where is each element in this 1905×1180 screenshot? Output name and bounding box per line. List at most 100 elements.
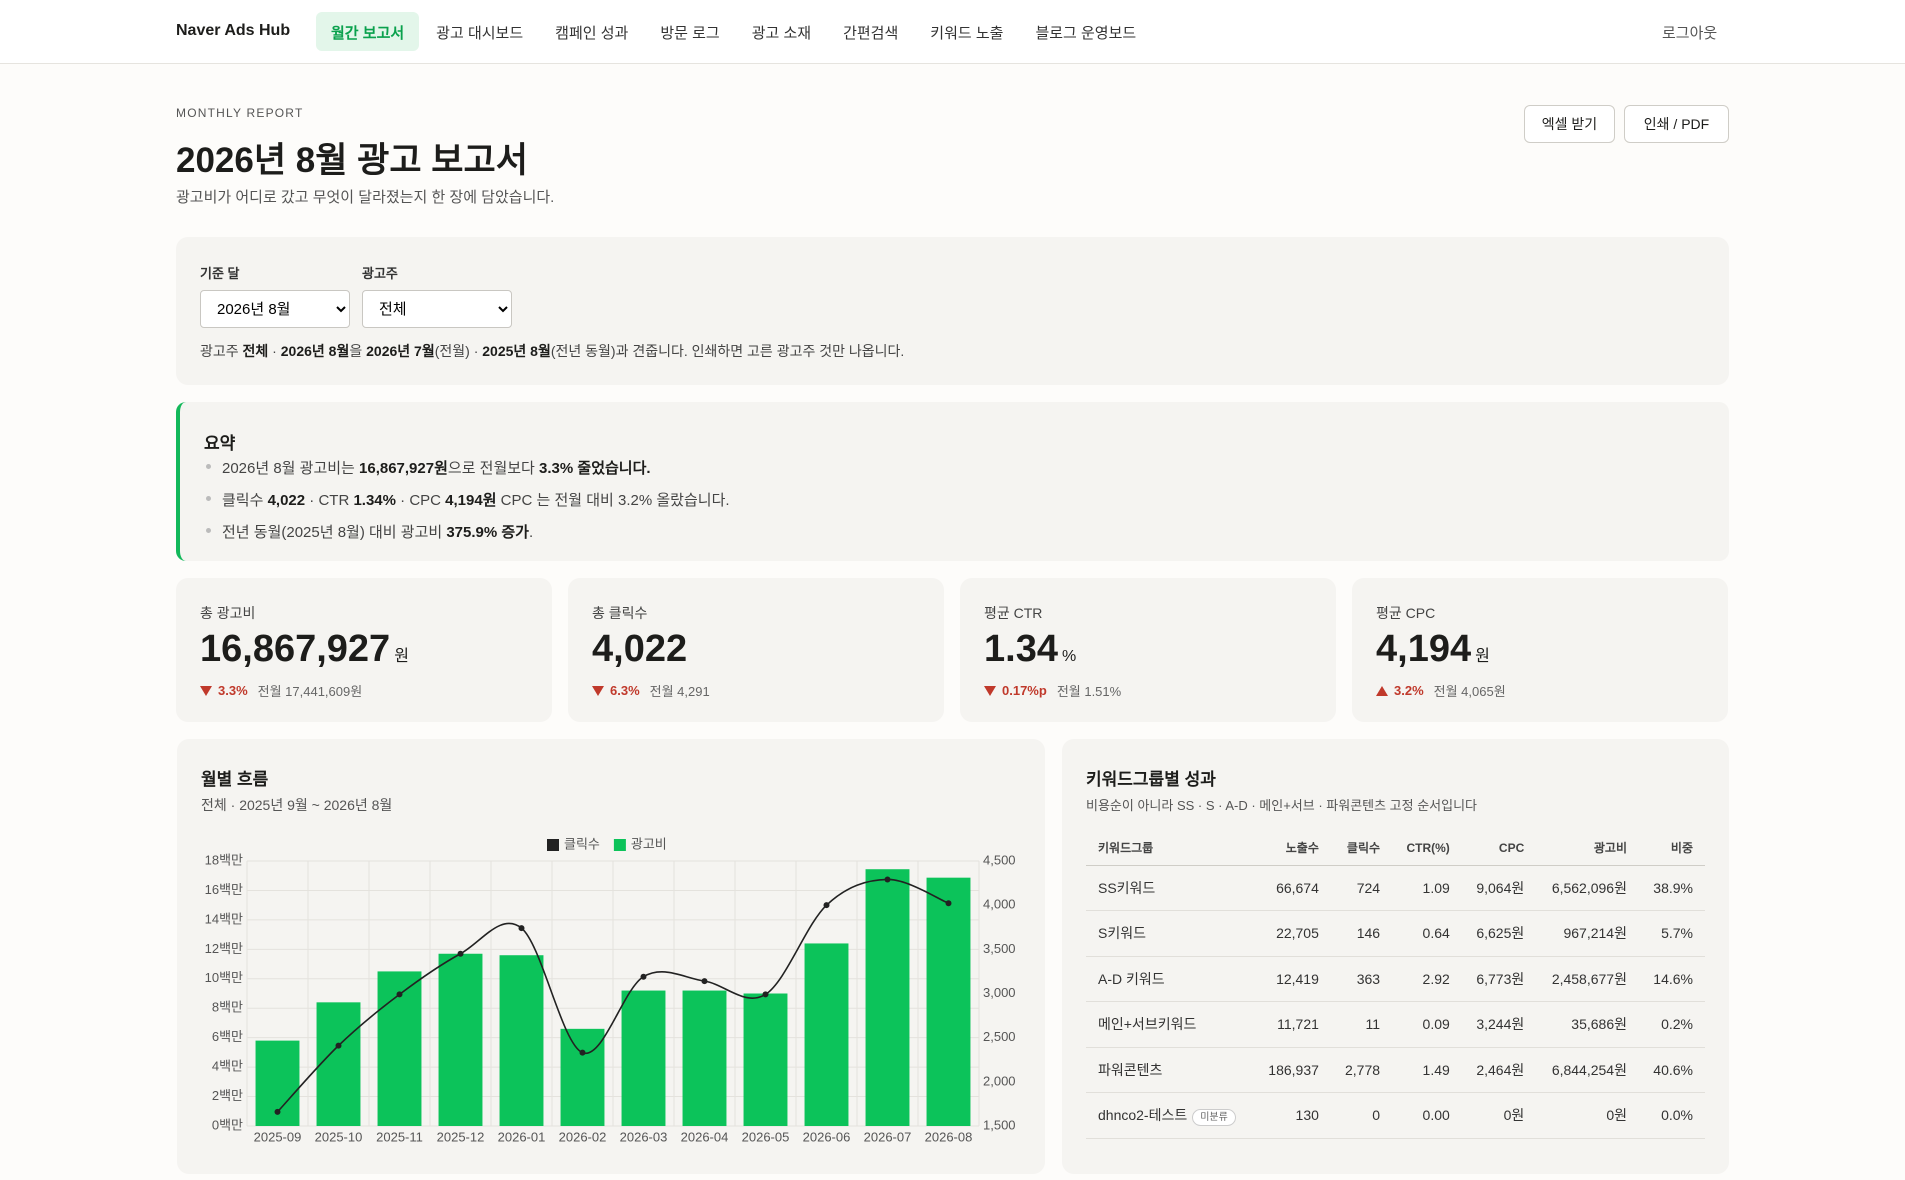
point <box>823 902 830 909</box>
table-cell: 146 <box>1330 910 1393 957</box>
summary-panel: 요약 2026년 8월 광고비는 16,867,927원으로 전월보다 3.3%… <box>176 402 1729 561</box>
nav-item[interactable]: 키워드 노출 <box>930 25 1004 42</box>
nav-item[interactable]: 방문 로그 <box>660 25 720 42</box>
table-subtitle: 비용순이 아니라 SS · S · A-D · 메인+서브 · 파워콘텐츠 고정… <box>1086 798 1478 813</box>
text-part: 375.9% 증가 <box>446 524 529 541</box>
y2-tick-label: 2,000 <box>983 1073 1016 1088</box>
legend-label: 광고비 <box>631 836 667 851</box>
table-cell: 12,419 <box>1253 956 1331 1002</box>
point <box>579 1049 586 1056</box>
y2-tick-label: 1,500 <box>983 1117 1016 1132</box>
kpi-delta: 3.2% <box>1394 683 1424 698</box>
table-cell: 0.64 <box>1392 910 1462 957</box>
brand[interactable]: Naver Ads Hub <box>176 22 291 39</box>
table-row: A-D 키워드 12,419 363 2.92 6,773원 2,458,677원 14.6… <box>1086 956 1705 1002</box>
y-tick-label: 4백만 <box>212 1059 243 1074</box>
logout[interactable]: 로그아웃 <box>1662 25 1718 42</box>
cell-text: 130 <box>1295 1107 1319 1124</box>
summary-item: 전년 동월(2025년 8월) 대비 광고비 375.9% 증가. <box>204 521 730 542</box>
bar <box>682 990 727 1126</box>
cell-text: 11 <box>1365 1016 1381 1033</box>
kpi-prev: 전월 17,441,609원 <box>257 684 363 699</box>
kpi-card: 총 클릭수 4,022 6.3% 전월 4,291 <box>568 578 944 722</box>
text-part: 광고주 <box>200 343 243 359</box>
column-header: CTR(%) <box>1392 831 1462 866</box>
kpi-number: 1.34 <box>984 628 1058 670</box>
cell-text: 6,562,096원 <box>1551 879 1627 896</box>
cell-text: 12,419 <box>1276 970 1319 987</box>
nav-item[interactable]: 광고 소재 <box>751 25 812 42</box>
text-part: 을 <box>349 343 367 359</box>
table-cell: 40.6% <box>1638 1047 1705 1093</box>
table-cell: 0.2% <box>1638 1001 1705 1048</box>
table-row: 파워콘텐츠 186,937 2,778 1.49 2,464원 6,844,254원 40.… <box>1086 1047 1705 1093</box>
y2-tick-label: 4,500 <box>983 852 1016 867</box>
bar <box>499 955 544 1126</box>
cell-text: dhnco2-테스트 <box>1098 1107 1188 1124</box>
table-cell: 724 <box>1330 865 1393 911</box>
table-cell: 14.6% <box>1638 956 1705 1002</box>
cell-text: 5.7% <box>1661 925 1693 942</box>
filter-select[interactable]: 전체 <box>362 290 512 328</box>
point <box>457 950 464 957</box>
y-tick-label: 0백만 <box>212 1117 243 1132</box>
excel-button[interactable]: 엑셀 받기 <box>1524 105 1615 143</box>
bar <box>743 993 788 1126</box>
y-tick-label: 8백만 <box>212 1000 243 1015</box>
x-tick-label: 2025-10 <box>315 1129 363 1144</box>
cell-text: 6,844,254원 <box>1551 1061 1627 1078</box>
kpi-value: 4,194 원 <box>1376 628 1490 671</box>
column-header: CPC <box>1461 831 1537 866</box>
x-tick-label: 2026-07 <box>864 1129 912 1144</box>
table-cell: 0.00 <box>1392 1092 1462 1139</box>
cell-text: 11,721 <box>1277 1016 1319 1033</box>
bar <box>560 1028 605 1126</box>
top-nav: Naver Ads Hub 월간 보고서 광고 대시보드 캠페인 성과 방문 로그 광고… <box>0 0 1905 64</box>
legend-swatch <box>547 839 559 851</box>
cell-text: 38.9% <box>1653 879 1693 896</box>
filter-field: 기준 달 2026년 8월 <box>200 263 350 328</box>
table-cell: 5.7% <box>1638 910 1705 957</box>
y-tick-label: 10백만 <box>205 970 243 985</box>
cell-text: 35,686원 <box>1571 1016 1627 1033</box>
legend-swatch <box>613 839 626 851</box>
kpi-label: 총 광고비 <box>200 605 256 621</box>
table-cell: 2,464원 <box>1461 1047 1537 1093</box>
table-cell: 0.09 <box>1392 1001 1462 1048</box>
table-cell: 1.09 <box>1392 865 1462 911</box>
bar <box>316 1002 361 1126</box>
kpi-unit: 원 <box>1475 648 1490 665</box>
kpi-unit: 원 <box>394 648 409 665</box>
table-cell: SS키워드 <box>1086 865 1254 911</box>
chart: 0백만 2백만 4백만 6백만 8백만 10백만 12백만 14백만 16백만 18백만 1,500… <box>205 836 1016 1144</box>
point <box>884 876 891 883</box>
filter-select[interactable]: 2026년 8월 <box>200 290 350 328</box>
kpi-card: 총 광고비 16,867,927 원 3.3% 전월 17,441,609원 <box>176 578 552 722</box>
cell-text: 0.09 <box>1422 1016 1450 1033</box>
table-cell: 2,778 <box>1330 1047 1393 1093</box>
nav-item[interactable]: 월간 보고서 <box>316 12 420 51</box>
delta-arrow <box>592 685 604 696</box>
table-cell: 9,064원 <box>1461 865 1537 911</box>
chart-subtitle: 전체 · 2025년 9월 ~ 2026년 8월 <box>201 797 393 813</box>
table-cell: 35,686원 <box>1536 1001 1639 1048</box>
nav-items: 월간 보고서 광고 대시보드 캠페인 성과 방문 로그 광고 소재 간편검색 키워드 노출 블… <box>316 12 1151 51</box>
table-title: 키워드그룹별 성과 <box>1086 770 1216 789</box>
table-cell: 11,721 <box>1253 1001 1331 1048</box>
point <box>518 925 525 932</box>
nav-item[interactable]: 캠페인 성과 <box>555 25 629 42</box>
chart-card: 월별 흐름 전체 · 2025년 9월 ~ 2026년 8월 0백만 2백만 4백만… <box>177 739 1045 1174</box>
column-header: 클릭수 <box>1330 831 1393 866</box>
nav-item[interactable]: 간편검색 <box>843 25 899 42</box>
nav-item[interactable]: 블로그 운영보드 <box>1035 25 1137 42</box>
cell-text: 0.64 <box>1422 925 1450 942</box>
point <box>701 978 708 985</box>
kpi-delta: 0.17%p <box>1002 683 1047 698</box>
print-button[interactable]: 인쇄 / PDF <box>1624 105 1729 143</box>
column-header: 키워드그룹 <box>1086 831 1254 866</box>
cell-text: 66,674 <box>1276 879 1319 896</box>
cell-text: A-D 키워드 <box>1098 970 1165 987</box>
kpi-number: 4,194 <box>1376 628 1472 670</box>
table-cell: 11 <box>1330 1001 1393 1048</box>
nav-item[interactable]: 광고 대시보드 <box>436 25 524 42</box>
